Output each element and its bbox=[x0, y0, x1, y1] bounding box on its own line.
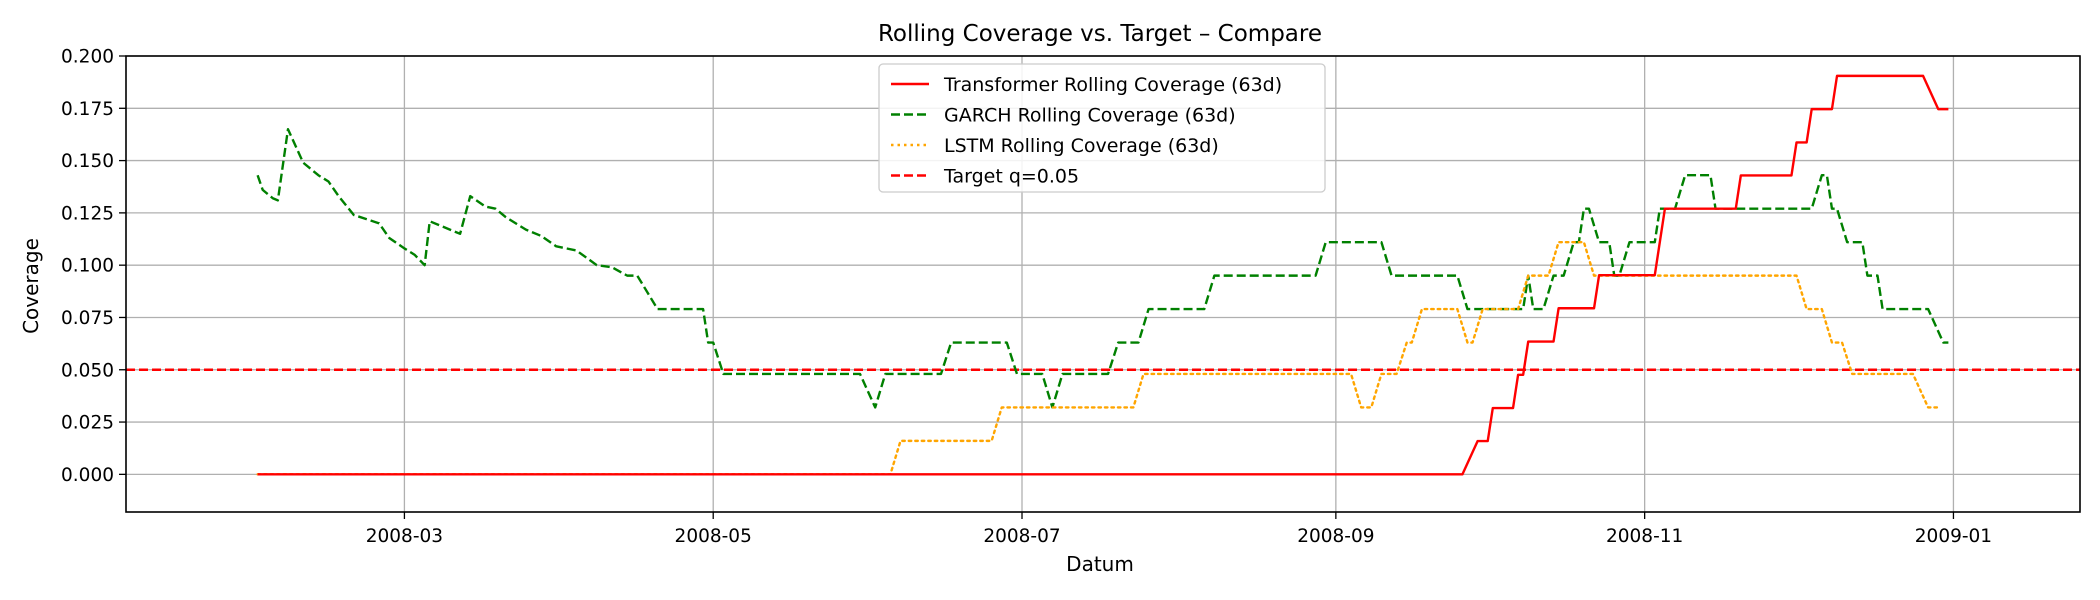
x-tick-label: 2008-07 bbox=[983, 526, 1060, 547]
legend: Transformer Rolling Coverage (63d) GARCH … bbox=[878, 63, 1326, 193]
x-tick-label: 2009-01 bbox=[1915, 526, 1992, 547]
y-tick-label: 0.050 bbox=[61, 360, 114, 381]
y-tick-label: 0.200 bbox=[61, 47, 114, 68]
legend-box bbox=[878, 63, 1326, 193]
axis-ticks: 2008-03 2008-05 2008-07 2008-09 2008-11 2009-… bbox=[61, 47, 1992, 548]
x-tick-label: 2008-09 bbox=[1297, 526, 1374, 547]
y-tick-label: 0.100 bbox=[61, 256, 114, 277]
series-line-0 bbox=[257, 74, 1949, 476]
chart-title: Rolling Coverage vs. Target – Compare bbox=[878, 21, 1322, 47]
series-layer bbox=[256, 74, 1949, 476]
y-axis-label: Coverage bbox=[19, 238, 43, 334]
y-tick-label: 0.125 bbox=[61, 203, 114, 224]
x-axis-label: Datum bbox=[1066, 552, 1134, 576]
y-tick-label: 0.025 bbox=[61, 413, 114, 434]
y-tick-label: 0.150 bbox=[61, 151, 114, 172]
y-tick-label: 0.175 bbox=[61, 99, 114, 120]
y-tick-label: 0.000 bbox=[61, 465, 114, 486]
legend-entry: LSTM Rolling Coverage (63d) bbox=[944, 135, 1219, 157]
x-tick-label: 2008-05 bbox=[675, 526, 752, 547]
y-tick-label: 0.075 bbox=[61, 308, 114, 329]
legend-entry: GARCH Rolling Coverage (63d) bbox=[944, 105, 1236, 127]
legend-entry: Transformer Rolling Coverage (63d) bbox=[943, 74, 1282, 96]
series-line-1 bbox=[256, 128, 1949, 409]
x-tick-label: 2008-03 bbox=[366, 526, 443, 547]
plot-frame bbox=[125, 55, 2081, 513]
legend-entry: Target q=0.05 bbox=[943, 166, 1079, 188]
series-line-2 bbox=[256, 240, 1940, 476]
x-tick-label: 2008-11 bbox=[1606, 526, 1683, 547]
